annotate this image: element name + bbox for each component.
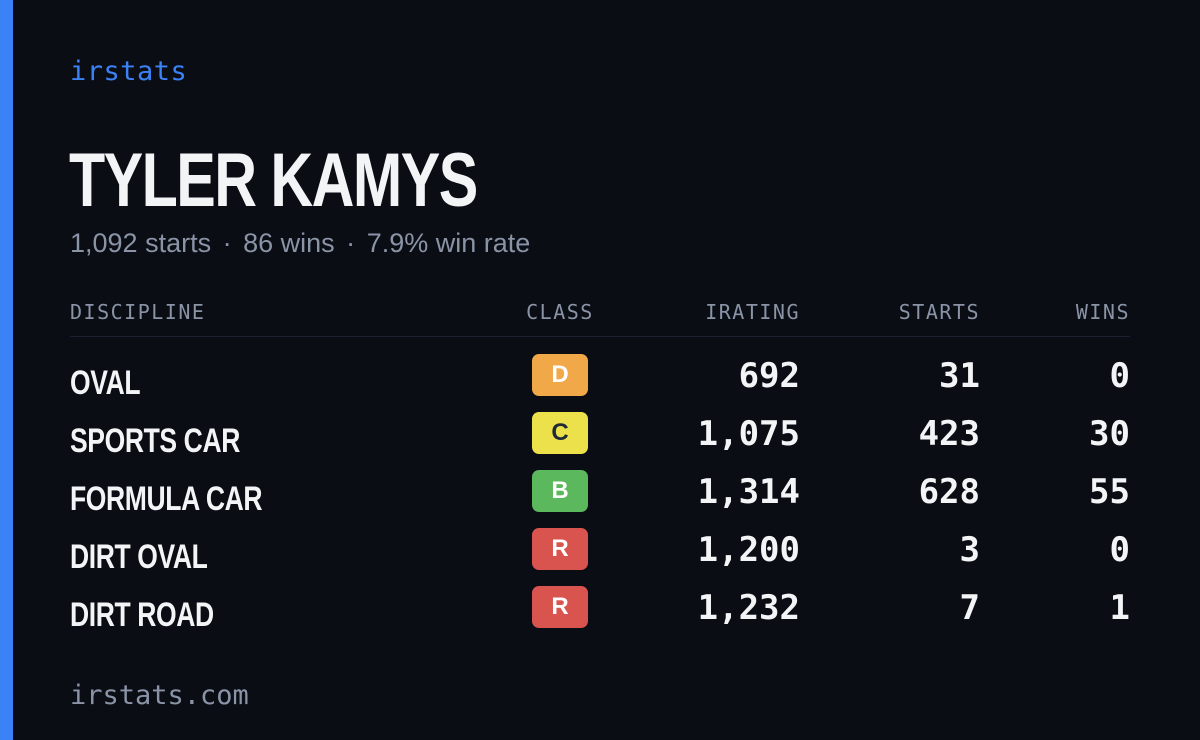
wins-total: 86 wins	[243, 228, 335, 258]
accent-bar	[0, 0, 13, 740]
header-discipline: DISCIPLINE	[70, 300, 206, 324]
starts-value: 7	[959, 588, 980, 628]
starts-value: 31	[939, 356, 980, 396]
class-badge: D	[532, 354, 588, 396]
header-wins: WINS	[1075, 300, 1130, 324]
table-row: DIRT OVAL R 1,200 3 0	[0, 528, 1200, 586]
starts-value: 423	[918, 414, 980, 454]
wins-value: 55	[1089, 472, 1130, 512]
discipline-name: FORMULA CAR	[70, 480, 263, 518]
header-divider	[70, 336, 1130, 337]
irating-value: 1,232	[697, 588, 800, 628]
starts-value: 3	[959, 530, 980, 570]
discipline-name: SPORTS CAR	[70, 422, 240, 460]
driver-name: TYLER KAMYS	[69, 138, 478, 223]
win-rate: 7.9% win rate	[366, 228, 531, 258]
starts-total: 1,092 starts	[70, 228, 212, 258]
starts-value: 628	[918, 472, 980, 512]
wins-value: 0	[1109, 530, 1130, 570]
class-badge: R	[532, 586, 588, 628]
footer-url: irstats.com	[70, 680, 249, 711]
class-badge: R	[532, 528, 588, 570]
irating-value: 1,314	[697, 472, 800, 512]
class-badge: C	[532, 412, 588, 454]
header-irating: IRATING	[705, 300, 800, 324]
table-row: SPORTS CAR C 1,075 423 30	[0, 412, 1200, 470]
table-row: FORMULA CAR B 1,314 628 55	[0, 470, 1200, 528]
separator: ·	[222, 228, 232, 258]
discipline-name: DIRT OVAL	[70, 538, 208, 576]
header-starts: STARTS	[898, 300, 980, 324]
irating-value: 1,200	[697, 530, 800, 570]
wins-value: 30	[1089, 414, 1130, 454]
separator: ·	[346, 228, 356, 258]
table-row: OVAL D 692 31 0	[0, 354, 1200, 412]
class-badge: B	[532, 470, 588, 512]
table-row: DIRT ROAD R 1,232 7 1	[0, 586, 1200, 644]
irating-value: 692	[738, 356, 800, 396]
driver-summary: 1,092 starts · 86 wins · 7.9% win rate	[70, 228, 530, 259]
header-class: CLASS	[526, 300, 594, 324]
discipline-name: DIRT ROAD	[70, 596, 214, 634]
wins-value: 0	[1109, 356, 1130, 396]
irating-value: 1,075	[697, 414, 800, 454]
wins-value: 1	[1109, 588, 1130, 628]
brand-label: irstats	[70, 56, 188, 87]
discipline-name: OVAL	[70, 364, 141, 402]
